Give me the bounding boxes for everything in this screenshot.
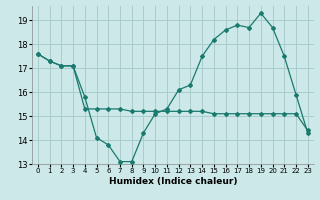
X-axis label: Humidex (Indice chaleur): Humidex (Indice chaleur) — [108, 177, 237, 186]
